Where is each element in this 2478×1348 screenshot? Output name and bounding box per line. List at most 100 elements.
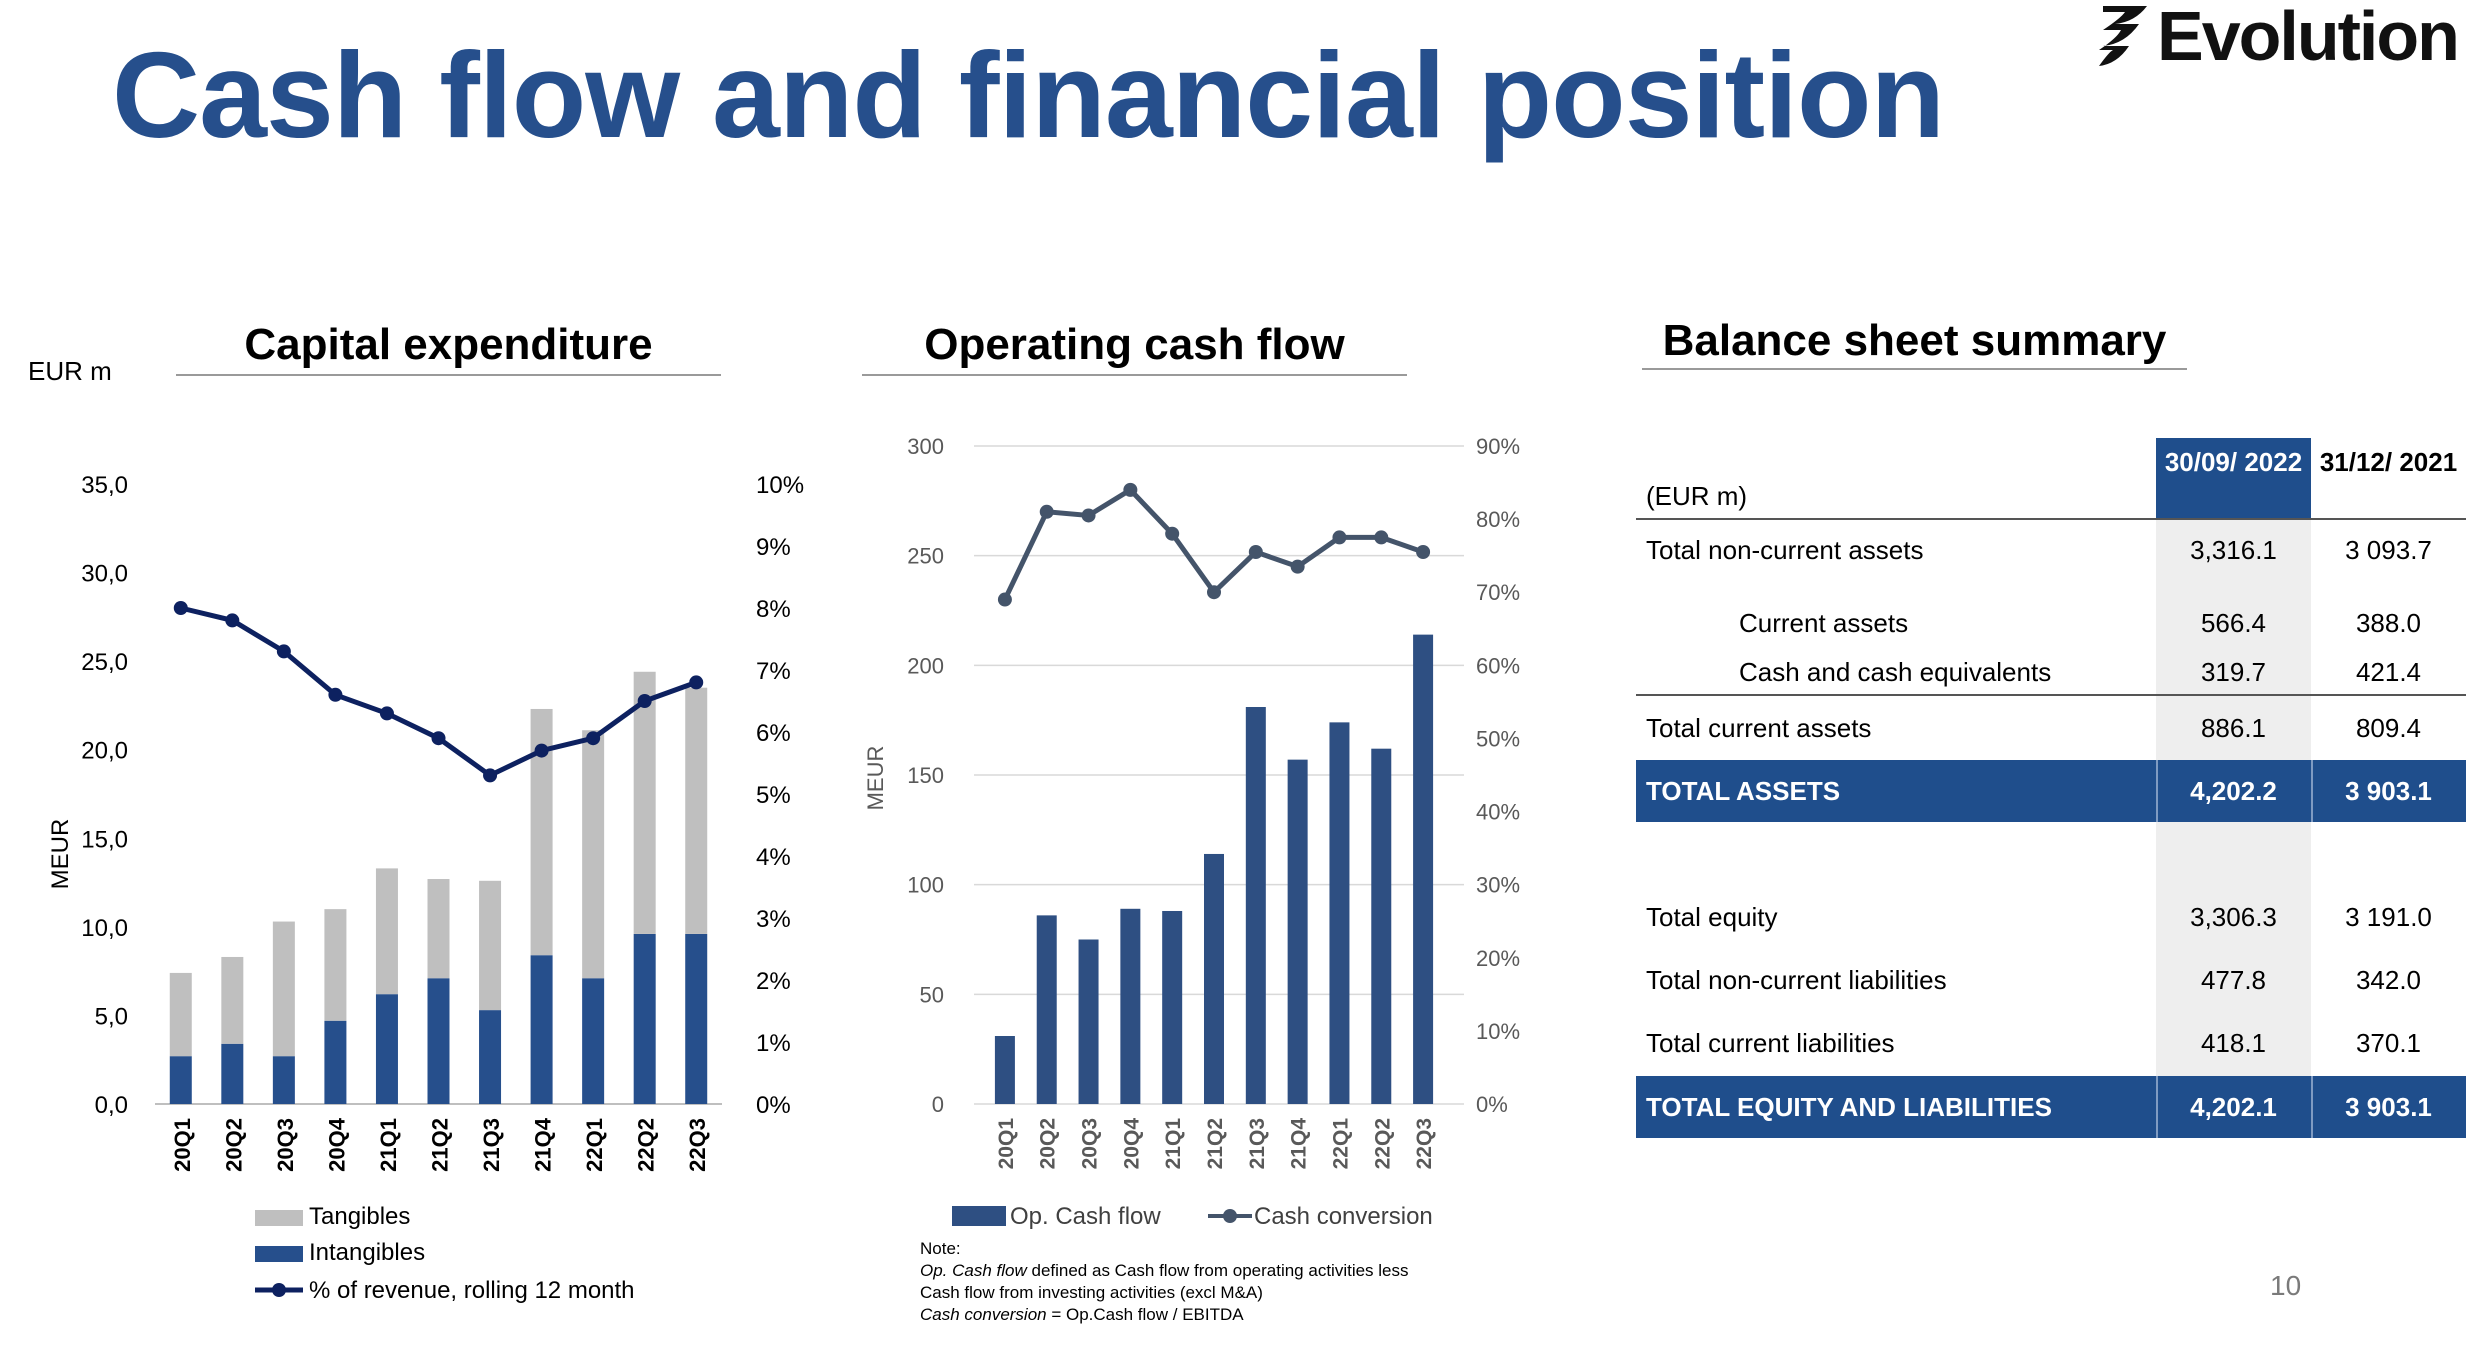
y2-tick-label: 9% <box>756 534 791 561</box>
ocf-title-rule <box>862 374 1407 376</box>
row-value-2021: 3 903.1 <box>2345 1092 2432 1122</box>
tangibles-bar <box>427 879 450 979</box>
legend-swatch-tangibles <box>255 1210 303 1226</box>
row-label: Total non-current assets <box>1646 535 1924 565</box>
tangibles-bar <box>324 909 347 1021</box>
revenue-pct-line <box>180 605 698 779</box>
y-tick-label: 30,0 <box>81 561 128 588</box>
x-tick-label: 20Q2 <box>1037 1118 1060 1169</box>
cash-conversion-point <box>997 592 1012 607</box>
legend-swatch-cash-conversion-point <box>1223 1209 1237 1223</box>
row-value-2022: 886.1 <box>2200 713 2267 743</box>
tangibles-bar <box>685 687 708 934</box>
revenue-pct-point <box>276 644 291 659</box>
intangibles-bar <box>169 1056 192 1104</box>
intangibles-bar <box>427 978 450 1104</box>
page-title: Cash flow and financial position <box>112 27 1945 163</box>
note-line-3-text: = Op.Cash flow / EBITDA <box>1046 1305 1244 1324</box>
y-axis-label: MEUR <box>863 746 888 811</box>
op-cash-flow-bar <box>1162 910 1183 1104</box>
revenue-pct-point <box>689 675 704 690</box>
y2-tick-label: 10% <box>756 472 804 499</box>
legend-swatch-intangibles <box>255 1246 303 1262</box>
tangibles-bar <box>221 956 244 1044</box>
y2-tick-label: 7% <box>756 658 791 685</box>
legend-label-op-cash-flow: Op. Cash flow <box>1010 1203 1161 1230</box>
op-cash-flow-bar <box>1413 634 1434 1104</box>
y2-tick-label: 10% <box>1476 1019 1520 1044</box>
row-value-2022: 418.1 <box>2200 1028 2267 1058</box>
y2-tick-label: 2% <box>756 968 791 995</box>
row-value-2022: 4,202.2 <box>2190 776 2277 806</box>
cash-conversion-point <box>1081 508 1096 523</box>
revenue-pct-point <box>483 768 498 783</box>
row-value-2021: 388.0 <box>2355 608 2422 638</box>
cell-separator <box>2156 760 2158 822</box>
intangibles-bar <box>582 978 605 1104</box>
table-row: Total non-current liabilities 477.8 342.… <box>1636 958 2466 1002</box>
y2-tick-label: 20% <box>1476 946 1520 971</box>
cash-conversion-point <box>1039 504 1054 519</box>
cash-conversion-point <box>1165 526 1180 541</box>
ocf-note: Note: Op. Cash flow defined as Cash flow… <box>920 1238 1409 1326</box>
intangibles-bar <box>221 1043 244 1104</box>
y2-tick-label: 50% <box>1476 726 1520 751</box>
y2-tick-label: 0% <box>756 1092 791 1119</box>
cash-conversion-point <box>1207 585 1221 600</box>
intangibles-bar <box>324 1020 347 1104</box>
y-tick-label: 20,0 <box>81 738 128 765</box>
y-tick-label: 0,0 <box>95 1092 128 1119</box>
revenue-pct-point <box>225 613 240 628</box>
cash-conversion-line <box>1002 486 1424 601</box>
x-tick-label: 20Q3 <box>1079 1118 1102 1169</box>
legend-label-tangibles: Tangibles <box>309 1203 410 1230</box>
row-label: Total current liabilities <box>1646 1028 1895 1058</box>
row-value-2022: 477.8 <box>2200 965 2267 995</box>
logo-text: Evolution <box>2157 0 2460 75</box>
intangibles-bar <box>272 1056 295 1104</box>
y-tick-label: 5,0 <box>95 1003 128 1030</box>
legend-swatch-op-cash-flow <box>952 1206 1006 1226</box>
y-tick-label: 250 <box>907 544 944 569</box>
x-tick-label: 20Q4 <box>1120 1118 1143 1170</box>
cash-conversion-point <box>1290 559 1305 574</box>
y2-tick-label: 80% <box>1476 507 1520 532</box>
table-row: Cash and cash equivalents 319.7 421.4 <box>1636 650 2466 694</box>
y-tick-label: 15,0 <box>81 826 128 853</box>
op-cash-flow-bar <box>1036 915 1057 1104</box>
intangibles-bar <box>375 994 398 1104</box>
y2-tick-label: 8% <box>756 596 791 623</box>
legend-label-intangibles: Intangibles <box>309 1239 425 1266</box>
op-cash-flow-bar <box>1078 939 1099 1104</box>
balance-title-rule <box>1642 368 2187 370</box>
tangibles-bar <box>169 972 192 1057</box>
y-tick-label: 100 <box>907 873 944 898</box>
x-tick-label: 20Q1 <box>170 1118 195 1172</box>
note-line-1-text: defined as Cash flow from operating acti… <box>1026 1261 1409 1280</box>
row-value-2022: 3,316.1 <box>2190 535 2277 565</box>
revenue-pct-point <box>379 706 394 721</box>
row-value-2021: 421.4 <box>2355 657 2422 687</box>
legend-swatch-revenue-pct-point <box>272 1283 286 1297</box>
y2-tick-label: 3% <box>756 906 791 933</box>
legend-label-cash-conversion: Cash conversion <box>1254 1203 1433 1230</box>
total-equity-liabilities-row: TOTAL EQUITY AND LIABILITIES 4,202.1 3 9… <box>1636 1076 2466 1138</box>
x-tick-label: 22Q1 <box>582 1118 607 1172</box>
y2-tick-label: 90% <box>1476 434 1520 459</box>
revenue-pct-point <box>586 731 601 746</box>
table-row: Total current assets 886.1 809.4 <box>1636 706 2466 750</box>
note-line-1: Op. Cash flow defined as Cash flow from … <box>920 1260 1409 1282</box>
op-cash-flow-bar <box>1287 759 1308 1104</box>
row-label: Cash and cash equivalents <box>1739 657 2052 687</box>
revenue-pct-point <box>534 743 549 758</box>
table-row: Current assets 566.4 388.0 <box>1636 601 2466 645</box>
cell-separator <box>2311 760 2313 822</box>
row-value-2021: 3 191.0 <box>2345 902 2432 932</box>
cash-conversion-point <box>1123 482 1138 497</box>
unit-row: (EUR m) <box>1636 474 2466 518</box>
capex-chart: 0,0 5,0 10,0 15,0 20,0 25,0 30,0 35,0 0% 1% 2% 3% 4%… <box>47 472 804 1304</box>
tangibles-bar <box>633 671 656 934</box>
y2-tick-label: 5% <box>756 782 791 809</box>
revenue-pct-point <box>173 601 188 615</box>
row-value-2021: 809.4 <box>2355 713 2422 743</box>
